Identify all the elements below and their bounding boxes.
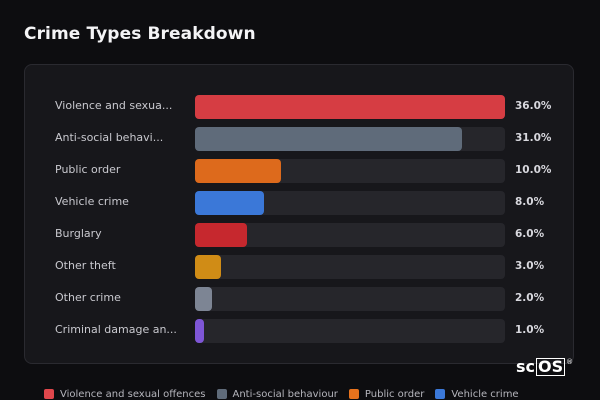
legend-label: Vehicle crime <box>451 388 519 400</box>
value-label: 31.0% <box>515 132 552 144</box>
value-label: 2.0% <box>515 292 545 304</box>
bar[interactable] <box>195 255 221 279</box>
legend-swatch <box>216 389 227 399</box>
bar[interactable] <box>195 159 282 183</box>
value-label: 10.0% <box>515 164 552 176</box>
category-label: Burglary <box>55 227 102 240</box>
bar[interactable] <box>195 95 505 119</box>
bar[interactable] <box>195 319 204 343</box>
bar-track <box>195 95 505 119</box>
bar-track <box>195 159 505 183</box>
legend-swatch <box>348 389 359 399</box>
bar-row[interactable]: Burglary 6.0% <box>25 223 575 247</box>
bar-track <box>195 223 505 247</box>
chart-legend: Violence and sexual offences Anti-social … <box>44 387 519 400</box>
crime-types-chart-panel: Violence and sexua... 36.0% Anti-social be… <box>24 64 574 364</box>
legend-item[interactable]: Public order <box>348 388 425 400</box>
bar-track <box>195 127 505 151</box>
legend-swatch <box>44 389 54 399</box>
value-label: 1.0% <box>515 324 545 336</box>
legend-item[interactable]: Vehicle crime <box>435 388 519 400</box>
legend-item[interactable]: Anti-social behaviour <box>216 388 338 400</box>
legend-label: Public order <box>364 388 425 400</box>
bar-row[interactable]: Violence and sexua... 36.0% <box>25 95 575 119</box>
page-title: Crime Types Breakdown <box>24 24 256 44</box>
category-label: Public order <box>55 163 121 176</box>
legend-item[interactable]: Violence and sexual offences <box>44 389 206 400</box>
logo-text-os: OS <box>536 357 566 376</box>
registered-mark: ® <box>566 358 574 366</box>
bar-row[interactable]: Criminal damage an... 1.0% <box>25 319 575 343</box>
logo-text-sc: sc <box>516 357 536 376</box>
legend-label: Violence and sexual offences <box>60 388 206 400</box>
value-label: 36.0% <box>515 100 552 112</box>
bar-row[interactable]: Public order 10.0% <box>25 159 575 183</box>
bar-track <box>195 191 505 215</box>
category-label: Violence and sexua... <box>55 99 173 112</box>
bar-track <box>195 255 505 279</box>
category-label: Other theft <box>55 259 116 272</box>
value-label: 3.0% <box>515 260 545 272</box>
bar-track <box>195 319 505 343</box>
bar[interactable] <box>195 191 264 215</box>
bar-row[interactable]: Vehicle crime 8.0% <box>25 191 575 215</box>
value-label: 6.0% <box>515 228 545 240</box>
bar-track <box>195 287 505 311</box>
bar-row[interactable]: Other crime 2.0% <box>25 287 575 311</box>
bar-row[interactable]: Anti-social behavi... 31.0% <box>25 127 575 151</box>
legend-swatch <box>435 389 446 399</box>
bar[interactable] <box>195 223 247 247</box>
bar-row[interactable]: Other theft 3.0% <box>25 255 575 279</box>
category-label: Anti-social behavi... <box>55 131 164 144</box>
bar[interactable] <box>195 287 213 311</box>
value-label: 8.0% <box>515 196 545 208</box>
category-label: Vehicle crime <box>55 195 129 208</box>
scos-logo: sc OS ® <box>516 358 573 376</box>
bar[interactable] <box>195 127 462 151</box>
legend-label: Anti-social behaviour <box>232 388 338 400</box>
category-label: Other crime <box>55 291 121 304</box>
category-label: Criminal damage an... <box>55 323 177 336</box>
